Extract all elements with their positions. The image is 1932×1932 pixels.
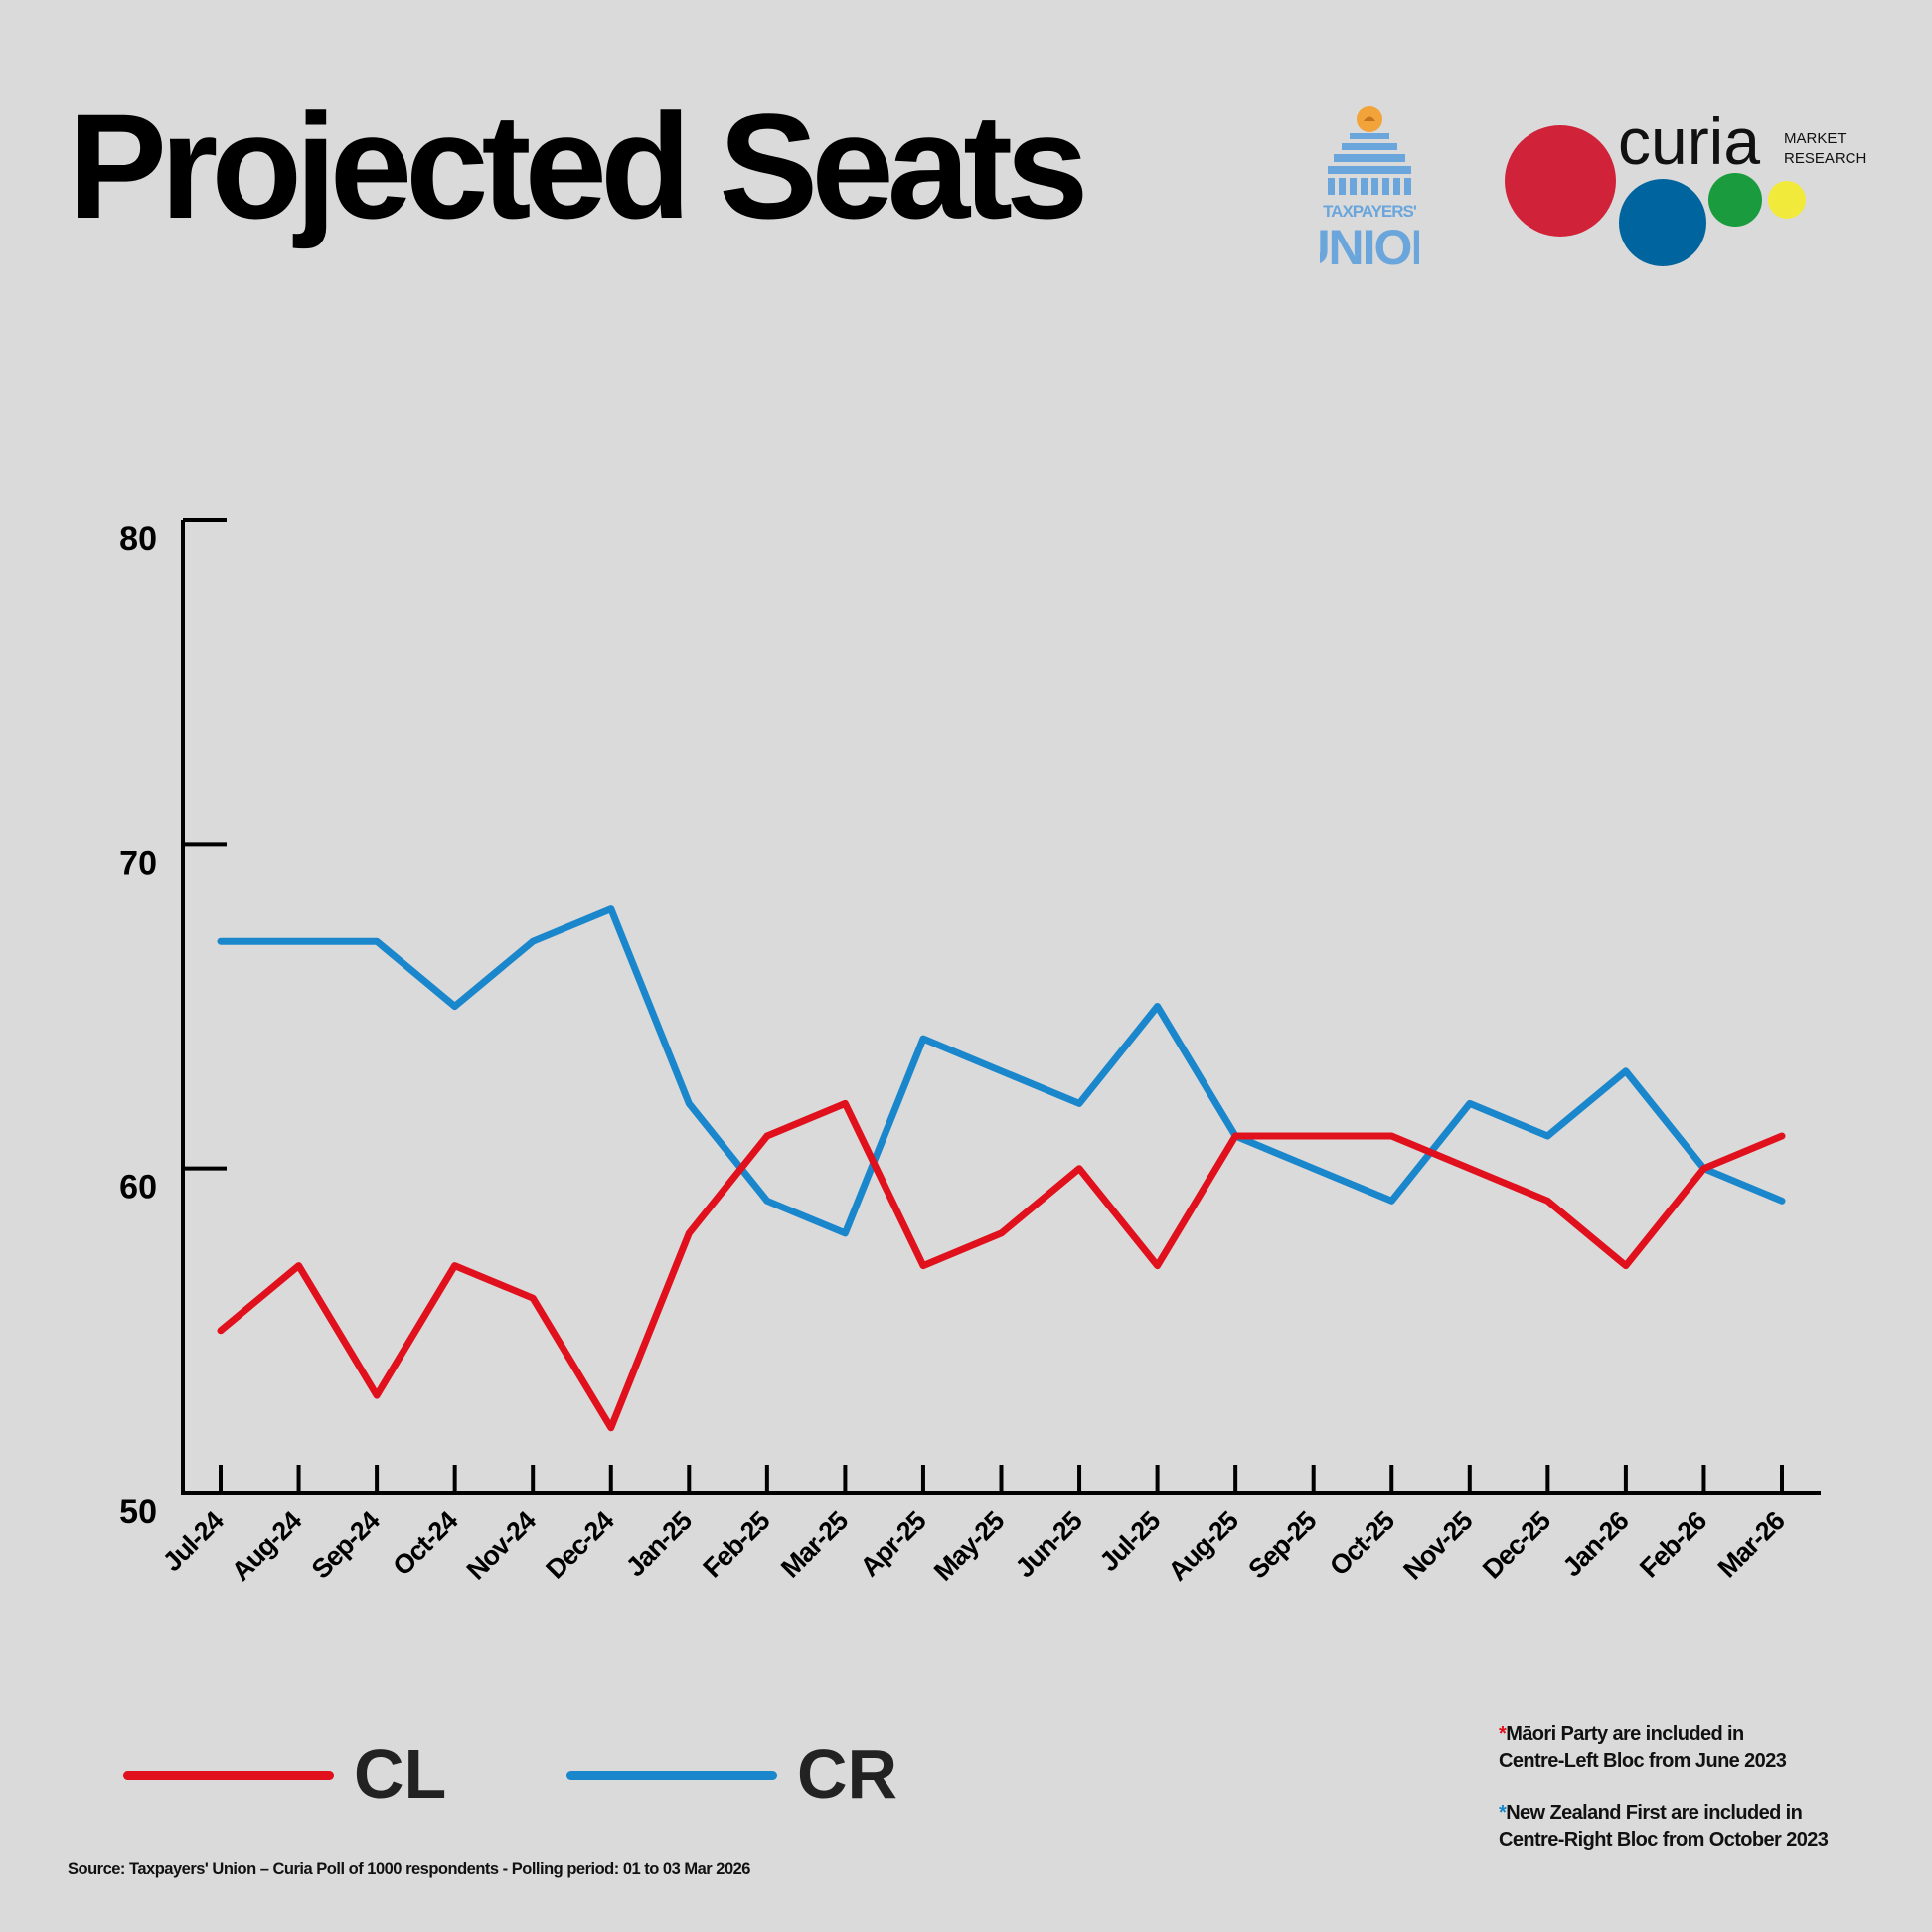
footnote-maori-line2: Centre-Left Bloc from June 2023 — [1499, 1750, 1787, 1772]
y-tick-label-80: 80 — [119, 520, 157, 558]
x-tick-label-Jul-24: Jul-24 — [157, 1505, 230, 1577]
x-tick-label-Oct-24: Oct-24 — [387, 1505, 463, 1581]
taxpayers-logo-line1: TAXPAYERS' — [1323, 202, 1417, 221]
x-tick-label-Jan-26: Jan-26 — [1557, 1505, 1635, 1582]
x-tick-label-Apr-25: Apr-25 — [855, 1505, 932, 1582]
footnote-nzfirst-line2: Centre-Right Bloc from October 2023 — [1499, 1829, 1829, 1851]
x-tick-label-Aug-25: Aug-25 — [1163, 1505, 1244, 1586]
series-line-cr — [217, 905, 1786, 1237]
x-tick-label-Jun-25: Jun-25 — [1010, 1505, 1088, 1583]
source-note: Source: Taxpayers' Union – Curia Poll of… — [68, 1860, 751, 1878]
curia-logo-tag1: MARKET — [1784, 130, 1847, 147]
curia-yellow-circle-icon — [1768, 181, 1806, 219]
x-tick-label-May-25: May-25 — [928, 1505, 1010, 1586]
y-axis-labels: 50 60 70 80 — [119, 520, 157, 1530]
x-tick-label-Dec-24: Dec-24 — [540, 1505, 619, 1584]
y-tick-label-70: 70 — [119, 844, 157, 882]
x-tick-label-Sep-24: Sep-24 — [306, 1505, 386, 1584]
x-tick-label-Sep-25: Sep-25 — [1242, 1505, 1322, 1584]
x-tick-label-Nov-24: Nov-24 — [461, 1505, 542, 1585]
x-tick-label-Feb-26: Feb-26 — [1634, 1505, 1712, 1583]
curia-blue-circle-icon — [1619, 179, 1706, 266]
x-tick-label-Feb-25: Feb-25 — [698, 1505, 776, 1583]
legend-cr-swatch — [566, 1771, 777, 1780]
x-tick-label-Aug-24: Aug-24 — [226, 1505, 307, 1586]
x-tick-label-Oct-25: Oct-25 — [1324, 1505, 1400, 1581]
chart-axes — [181, 518, 1821, 1495]
x-tick-label-Mar-25: Mar-25 — [775, 1505, 854, 1583]
x-tick-label-Dec-25: Dec-25 — [1477, 1505, 1556, 1584]
legend-cl: CL — [123, 1729, 461, 1819]
taxpayers-logo-line2: UNION — [1320, 220, 1419, 272]
series-lines — [217, 905, 1786, 1432]
legend-cl-label: CL — [354, 1735, 447, 1813]
y-tick-label-60: 60 — [119, 1169, 157, 1207]
x-tick-label-Nov-25: Nov-25 — [1397, 1505, 1478, 1585]
legend-cr: CR — [566, 1729, 904, 1819]
series-line-cl — [217, 1099, 1786, 1432]
x-tick-label-Jan-25: Jan-25 — [620, 1505, 698, 1582]
page-title: Projected Seats — [68, 82, 1089, 249]
footnote-nzfirst: *New Zealand First are included in Centr… — [1499, 1800, 1916, 1853]
curia-logo: curia MARKET RESEARCH — [1505, 109, 1866, 266]
curia-red-circle-icon — [1505, 125, 1616, 237]
x-tick-label-Jul-25: Jul-25 — [1094, 1505, 1167, 1577]
x-tick-label-Mar-26: Mar-26 — [1712, 1505, 1791, 1583]
footnote-maori: *Māori Party are included in Centre-Left… — [1499, 1721, 1916, 1775]
footnotes: *Māori Party are included in Centre-Left… — [1499, 1721, 1916, 1878]
footnote-nzfirst-line1: New Zealand First are included in — [1506, 1802, 1803, 1824]
legend-cl-swatch — [123, 1771, 334, 1780]
taxpayers-union-logo: TAXPAYERS' UNION — [1320, 106, 1419, 272]
curia-logo-tag2: RESEARCH — [1784, 150, 1866, 167]
footnote-star-red: * — [1499, 1723, 1507, 1745]
legend-cr-label: CR — [797, 1735, 898, 1813]
y-tick-label-50: 50 — [119, 1493, 157, 1530]
footnote-star-blue: * — [1499, 1802, 1507, 1824]
curia-green-circle-icon — [1708, 173, 1762, 227]
footnote-maori-line1: Māori Party are included in — [1506, 1723, 1744, 1745]
curia-logo-name: curia — [1618, 109, 1760, 178]
